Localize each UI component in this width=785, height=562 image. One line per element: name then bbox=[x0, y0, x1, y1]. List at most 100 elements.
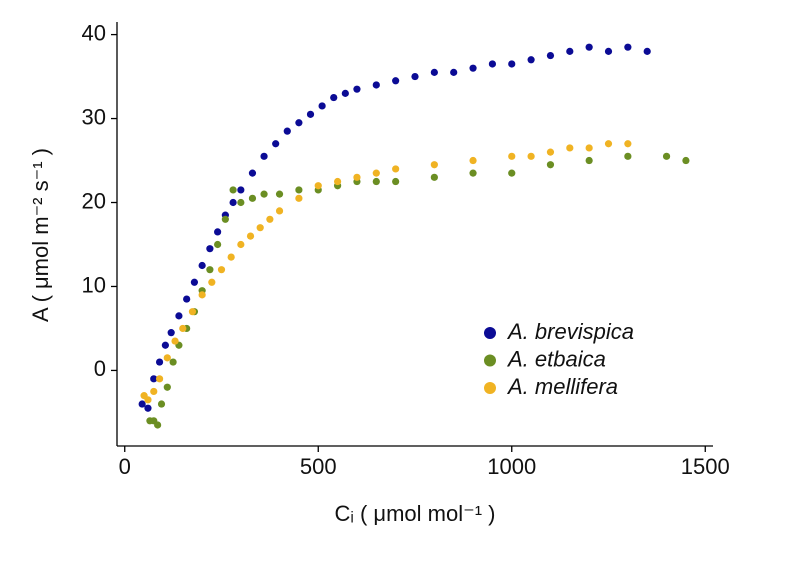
legend-marker bbox=[484, 327, 496, 339]
point bbox=[430, 161, 438, 169]
point bbox=[295, 186, 303, 194]
point bbox=[208, 278, 216, 286]
point bbox=[508, 169, 516, 177]
point bbox=[229, 198, 237, 207]
point bbox=[469, 169, 477, 177]
point bbox=[469, 64, 477, 72]
point bbox=[662, 152, 671, 160]
point bbox=[643, 47, 651, 55]
point bbox=[306, 110, 315, 118]
point bbox=[275, 207, 284, 215]
point bbox=[546, 51, 555, 60]
point bbox=[372, 177, 380, 186]
point bbox=[144, 404, 152, 412]
point bbox=[260, 190, 268, 198]
point bbox=[546, 148, 555, 156]
point bbox=[227, 253, 235, 261]
point bbox=[161, 341, 169, 349]
point bbox=[624, 152, 632, 160]
point bbox=[163, 383, 171, 391]
point bbox=[333, 177, 342, 186]
point bbox=[237, 198, 245, 207]
point bbox=[392, 77, 400, 85]
x-axis-label: Cᵢ ( μmol mol⁻¹ ) bbox=[335, 501, 496, 526]
point bbox=[150, 387, 158, 396]
point bbox=[237, 240, 245, 249]
point bbox=[682, 156, 690, 165]
point bbox=[372, 169, 380, 177]
point bbox=[527, 56, 535, 64]
legend-marker bbox=[484, 354, 496, 367]
point bbox=[341, 89, 349, 97]
point bbox=[585, 43, 593, 51]
x-tick-label: 500 bbox=[300, 454, 337, 479]
point bbox=[392, 165, 400, 173]
point bbox=[188, 308, 197, 316]
point bbox=[604, 47, 613, 55]
point bbox=[246, 232, 255, 240]
point bbox=[508, 60, 516, 68]
point bbox=[488, 60, 497, 68]
y-tick-label: 30 bbox=[82, 104, 106, 129]
point bbox=[248, 194, 257, 202]
x-tick-label: 0 bbox=[119, 454, 131, 479]
point bbox=[214, 240, 222, 249]
point bbox=[214, 228, 222, 236]
point bbox=[469, 156, 477, 165]
point bbox=[527, 152, 535, 160]
y-tick-label: 0 bbox=[94, 356, 106, 381]
point bbox=[179, 324, 187, 333]
point bbox=[275, 190, 284, 198]
x-tick-label: 1500 bbox=[681, 454, 730, 479]
point bbox=[585, 144, 593, 152]
point bbox=[372, 81, 380, 89]
point bbox=[283, 127, 291, 135]
point bbox=[221, 215, 229, 223]
point bbox=[266, 215, 274, 223]
point bbox=[150, 375, 158, 383]
point bbox=[248, 169, 257, 177]
x-tick-label: 1000 bbox=[487, 454, 536, 479]
point bbox=[430, 173, 438, 181]
point bbox=[157, 400, 166, 408]
point bbox=[206, 266, 214, 274]
point bbox=[237, 186, 245, 194]
y-tick-label: 20 bbox=[82, 188, 106, 213]
point bbox=[318, 102, 326, 110]
point bbox=[330, 93, 338, 102]
point bbox=[585, 156, 593, 165]
point bbox=[198, 261, 206, 270]
legend-label: A. brevispica bbox=[506, 319, 634, 344]
point bbox=[392, 177, 400, 186]
point bbox=[190, 278, 199, 286]
point bbox=[163, 354, 171, 362]
point bbox=[229, 186, 237, 194]
point bbox=[430, 68, 438, 76]
point bbox=[566, 47, 574, 55]
point bbox=[169, 358, 177, 366]
point bbox=[144, 396, 152, 404]
legend-label: A. mellifera bbox=[506, 374, 618, 399]
point bbox=[450, 68, 458, 76]
point bbox=[260, 152, 268, 160]
point bbox=[295, 194, 303, 202]
point bbox=[175, 312, 183, 320]
y-axis-label: A ( μmol m⁻² s⁻¹ ) bbox=[28, 148, 53, 322]
y-tick-label: 10 bbox=[82, 272, 106, 297]
point bbox=[295, 119, 303, 127]
point bbox=[624, 140, 632, 148]
point bbox=[508, 152, 516, 160]
point bbox=[155, 358, 164, 366]
point bbox=[604, 140, 613, 148]
point bbox=[314, 182, 322, 190]
point bbox=[624, 43, 632, 51]
legend-marker bbox=[484, 382, 496, 394]
point bbox=[198, 291, 206, 299]
point bbox=[217, 266, 226, 274]
point bbox=[566, 144, 574, 152]
point bbox=[206, 245, 214, 253]
point bbox=[167, 329, 175, 337]
point bbox=[154, 421, 162, 429]
point bbox=[138, 400, 146, 408]
